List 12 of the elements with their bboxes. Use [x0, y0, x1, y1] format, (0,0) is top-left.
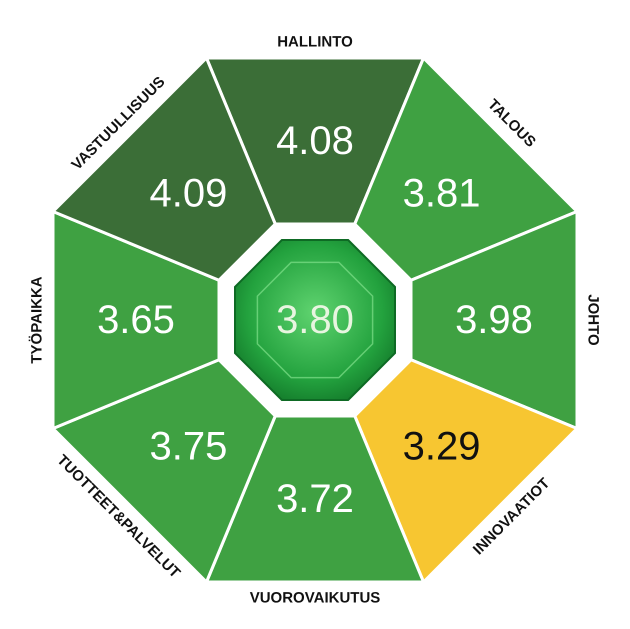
category-label: TYÖPAIKKA	[28, 276, 46, 364]
category-label: VUOROVAIKUTUS	[250, 590, 380, 606]
data-label: 3.98	[455, 298, 533, 342]
data-label: 3.81	[402, 171, 480, 216]
data-label: 4.09	[150, 171, 228, 216]
data-label: 3.65	[97, 298, 175, 342]
category-label: HALLINTO	[277, 34, 354, 50]
category-label: JOHTO	[584, 294, 602, 346]
data-label: 3.72	[276, 477, 354, 521]
text: 3.80	[276, 298, 354, 342]
data-label: 3.29	[402, 424, 480, 469]
data-label: 4.08	[276, 119, 354, 163]
